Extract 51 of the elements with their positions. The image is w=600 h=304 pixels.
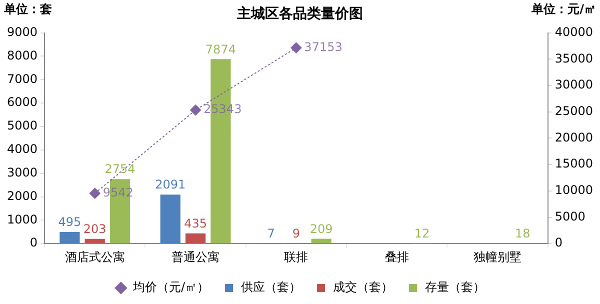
y-axis-title: 单位：套 <box>3 2 52 16</box>
y2-tick-label: 20000 <box>554 130 594 144</box>
y2-tick-label: 25000 <box>554 104 594 118</box>
point <box>89 188 100 199</box>
x-tick-label: 叠排 <box>384 250 409 264</box>
y-tick-label: 8000 <box>6 48 38 62</box>
y-tick-label: 5000 <box>6 118 38 133</box>
data-label: 209 <box>310 222 333 236</box>
y-tick-label: 3000 <box>6 165 38 180</box>
y-tick-label: 2000 <box>6 188 38 203</box>
y-tick-label: 4000 <box>6 142 38 156</box>
y-tick-label: 9000 <box>6 24 38 39</box>
y2-tick-label: 15000 <box>554 156 594 171</box>
data-label: 203 <box>83 222 106 236</box>
bar <box>160 194 180 244</box>
y2-tick-label: 10000 <box>554 183 594 198</box>
y2-tick-label: 5000 <box>554 209 586 224</box>
legend-label: 均价（元/㎡） <box>132 280 210 294</box>
x-tick-label: 酒店式公寓 <box>64 250 125 264</box>
data-label: 12 <box>414 226 430 240</box>
bar <box>84 238 105 244</box>
legend-label: 成交（套） <box>333 280 394 294</box>
bar <box>311 238 332 244</box>
legend-label: 供应（套） <box>241 280 302 294</box>
x-tick-label: 普通公寓 <box>172 250 220 264</box>
data-label: 7874 <box>205 42 236 56</box>
data-label: 495 <box>58 215 82 230</box>
y-tick-label: 0 <box>30 236 38 250</box>
x-tick-label: 独幢别墅 <box>473 250 522 264</box>
data-label: 435 <box>184 216 207 231</box>
data-label: 2754 <box>104 162 136 176</box>
y2-axis-title: 单位：元/㎡ <box>530 2 596 16</box>
bar <box>60 232 80 244</box>
point <box>190 104 202 116</box>
data-label: 7 <box>267 226 275 241</box>
y2-tick-label: 35000 <box>554 51 594 66</box>
y2-tick-label: 0 <box>554 236 562 250</box>
chart-title: 主城区各品类量价图 <box>236 5 363 22</box>
x-tick-label: 联排 <box>284 250 308 264</box>
data-label: 18 <box>515 226 530 240</box>
y2-tick-label: 30000 <box>554 78 594 92</box>
point <box>290 42 302 54</box>
legend-label: 存量（套） <box>425 280 486 294</box>
y-tick-label: 6000 <box>6 95 38 110</box>
y2-tick-label: 40000 <box>554 24 594 39</box>
y-tick-label: 7000 <box>6 72 38 86</box>
data-label: 2091 <box>155 178 186 192</box>
data-label: 37153 <box>304 40 342 54</box>
bar <box>185 233 206 244</box>
data-label: 9 <box>292 226 300 241</box>
y-tick-label: 1000 <box>6 212 38 226</box>
